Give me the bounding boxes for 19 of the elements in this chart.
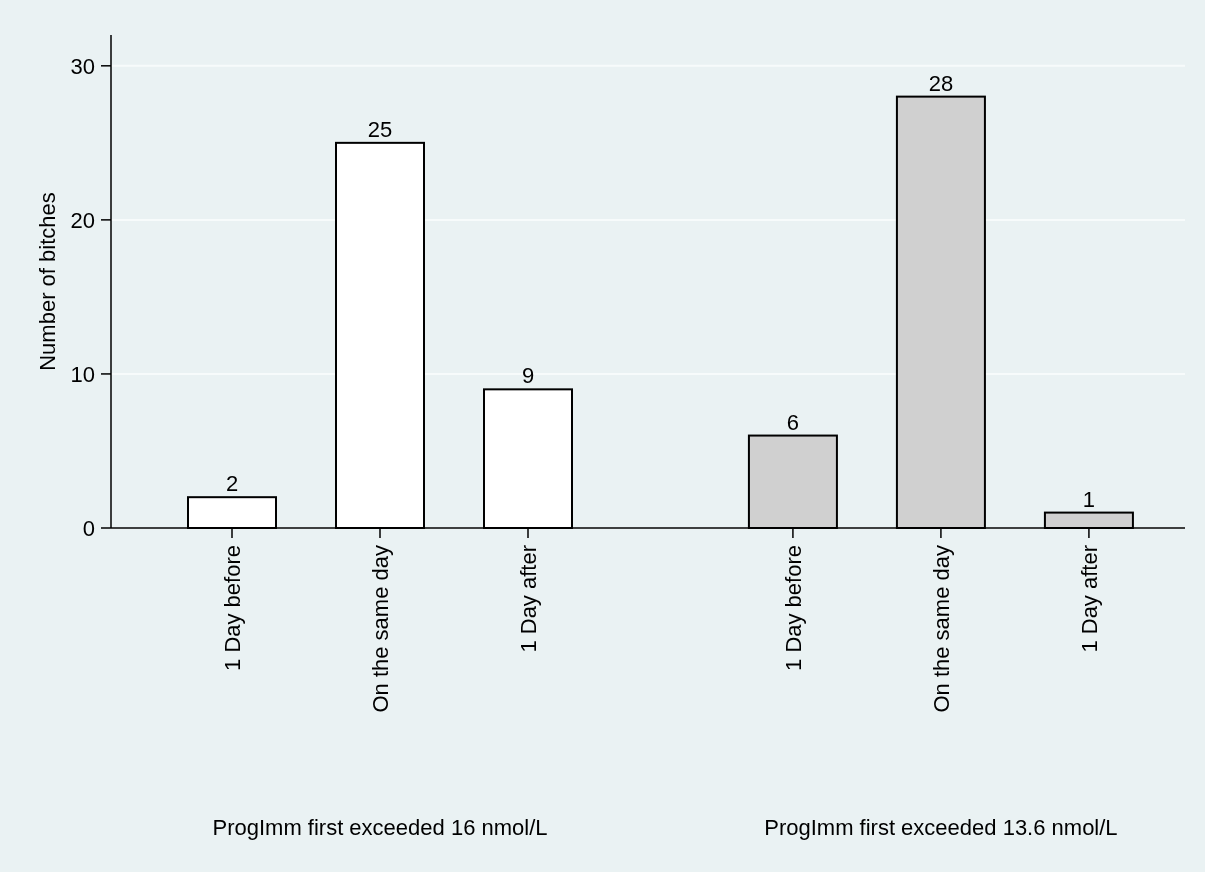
y-axis-title: Number of bitches: [35, 192, 60, 371]
y-tick-label: 20: [70, 207, 95, 233]
y-tick-label: 0: [82, 515, 95, 541]
y-tick-label: 30: [70, 53, 95, 79]
x-tick-label: 1 Day after: [515, 545, 541, 653]
x-tick-label: 1 Day before: [219, 545, 245, 671]
x-tick-label: On the same day: [367, 545, 393, 713]
data-label: 1: [1082, 486, 1096, 512]
x-tick-label: 1 Day before: [780, 545, 806, 671]
y-tick-label: 10: [70, 361, 95, 387]
x-tick-label: 1 Day after: [1076, 545, 1102, 653]
x-tick-label: On the same day: [928, 545, 954, 713]
data-label: 9: [521, 363, 535, 389]
data-label: 25: [367, 116, 393, 142]
data-label: 28: [928, 70, 954, 96]
data-label: 6: [786, 409, 800, 435]
data-label: 2: [225, 471, 239, 497]
text: ProgImm first exceeded 16 nmol/L: [212, 815, 548, 840]
text: ProgImm first exceeded 13.6 nmol/L: [764, 815, 1118, 840]
